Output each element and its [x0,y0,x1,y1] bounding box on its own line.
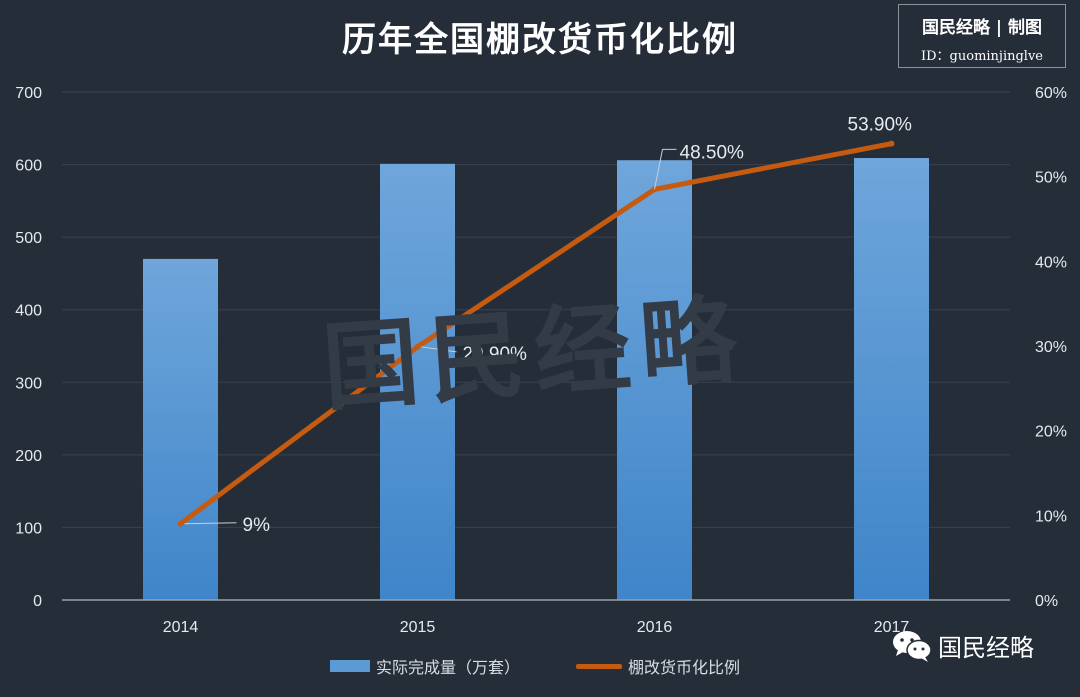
y-right-tick-label: 30% [1035,339,1067,356]
wechat-badge: 国民经略 [892,628,1034,663]
data-label: 53.90% [848,115,913,136]
y-right-tick-label: 20% [1035,424,1067,441]
label-leader [654,148,677,190]
legend-label-line: 棚改货币化比例 [628,658,741,677]
brand-id: ID：guominjinglve [920,49,1043,64]
line-point [414,343,421,350]
x-tick-label: 2014 [163,619,199,636]
label-leader [184,522,237,525]
bar [143,258,218,600]
gridlines [62,91,1010,528]
y-left-tick-label: 200 [15,448,42,465]
axes: 0 100 200 300 400 500 600 700 0% 10% 20% 30% 40% 50% 6… [15,85,1067,636]
legend-item-bar: 实际完成量（万套） [330,654,520,678]
y-left-tick-label: 300 [15,375,42,392]
y-right-tick-label: 50% [1035,170,1067,187]
y-left-tick-label: 100 [15,520,42,537]
brand-box: 国民经略 | 制图 ID：guominjinglve [898,4,1066,68]
data-label: 9% [243,515,271,536]
series-line [178,141,894,527]
bar [854,158,929,601]
watermark: 国民经略 [319,282,750,425]
bar-series [143,158,929,601]
y-left-tick-label: 400 [15,303,42,320]
legend-item-line: 棚改货币化比例 [576,654,740,678]
line-point [177,520,184,527]
brand-title: 国民经略 | 制图 [921,18,1043,38]
line-point [888,140,895,147]
y-right-tick-label: 40% [1035,254,1067,271]
y-right-tick-label: 60% [1035,85,1067,102]
wechat-icon [892,629,932,663]
data-label: 29.90% [463,344,528,365]
legend-swatch-line [576,663,622,669]
x-tick-label: 2017 [874,619,910,636]
data-label: 48.50% [680,142,745,163]
x-tick-label: 2016 [637,619,673,636]
bar [380,163,455,601]
y-left-tick-label: 0 [33,593,42,610]
wechat-name: 国民经略 [938,634,1034,662]
y-right-tick-label: 10% [1035,508,1067,525]
line-series: 9% 29.90% 48.50% 53.90% [177,115,913,536]
y-left-tick-label: 700 [15,85,42,102]
y-right-tick-label: 0% [1035,593,1058,610]
legend-swatch-bar [330,660,370,672]
y-left-tick-label: 500 [15,230,42,247]
y-left-tick-label: 600 [15,158,42,175]
chart-title: 历年全国棚改货币化比例 [342,20,738,60]
x-tick-label: 2015 [400,619,436,636]
label-leader [421,346,457,353]
bar [617,160,692,600]
legend-label-bar: 实际完成量（万套） [376,658,521,677]
